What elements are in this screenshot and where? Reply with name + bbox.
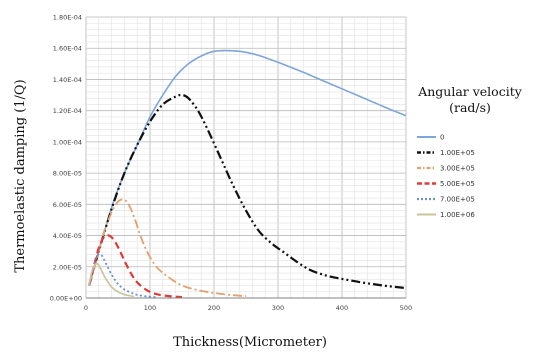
y-tick-label: 1.60E-04 (53, 45, 82, 53)
series-line-6 (88, 262, 135, 298)
series-line-4 (88, 234, 183, 299)
legend-label: 7.00E+05 (440, 196, 475, 204)
series-line-5 (88, 253, 157, 299)
legend-label: 5.00E+05 (440, 180, 475, 188)
legend-label: 1.00E+05 (440, 149, 475, 157)
y-tick-label: 6.00E-05 (53, 201, 82, 209)
y-tick-labels: 0.00E+00 2.00E-05 4.00E-05 6.00E-05 8.00E-05… (50, 14, 82, 303)
y-tick-label: 0.00E+00 (50, 295, 82, 303)
grid (85, 16, 407, 299)
x-tick-label: 400 (336, 304, 348, 312)
y-axis-title: Thermoelastic damping (1/Q) (13, 79, 28, 272)
x-tick-label: 200 (208, 304, 220, 312)
x-tick-label: 0 (84, 304, 88, 312)
legend-label: 0 (440, 134, 444, 142)
legend-label: 1.00E+06 (440, 211, 475, 219)
x-tick-label: 500 (400, 304, 412, 312)
y-tick-label: 4.00E-05 (53, 232, 82, 240)
series-line-2 (88, 93, 407, 290)
y-tick-label: 2.00E-05 (53, 263, 82, 271)
x-tick-label: 100 (144, 304, 156, 312)
legend-label: 3.00E+05 (440, 165, 475, 173)
y-tick-label: 1.20E-04 (53, 107, 82, 115)
series-lines (88, 49, 407, 299)
legend-title-line2: (rad/s) (449, 100, 491, 115)
y-tick-label: 1.80E-04 (53, 14, 82, 22)
series-line-3 (88, 198, 247, 298)
series-line-1 (88, 49, 407, 286)
y-tick-label: 1.00E-04 (53, 138, 82, 146)
legend: Angular velocity (rad/s) 0 1.00E+05 3.00E+… (417, 84, 523, 219)
x-tick-label: 300 (272, 304, 284, 312)
x-axis-title: Thickness(Micrometer) (173, 335, 327, 350)
legend-title-line1: Angular velocity (417, 84, 523, 99)
legend-items: 0 1.00E+05 3.00E+05 5.00E+05 7.00E+05 1.00E+0… (417, 134, 475, 219)
x-tick-labels: 0 100 200 300 400 500 (84, 304, 412, 312)
y-tick-label: 8.00E-05 (53, 170, 82, 178)
y-tick-label: 1.40E-04 (53, 76, 82, 84)
